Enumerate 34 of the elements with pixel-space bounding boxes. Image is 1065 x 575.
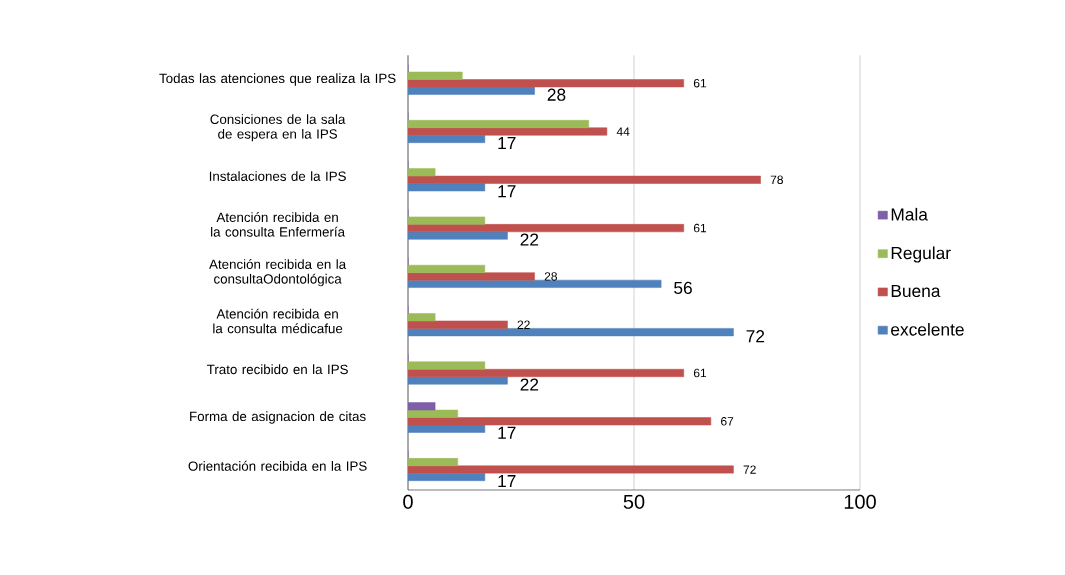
data-label: 22: [520, 233, 539, 246]
data-label: 44: [616, 127, 630, 136]
data-label: 61: [693, 223, 707, 233]
data-label: 28: [544, 272, 557, 281]
legend-label: Buena: [891, 284, 941, 298]
y-tick-label: Atención recibida en la consulta médicafue: [213, 308, 343, 334]
data-label: 17: [498, 426, 516, 439]
data-label: 67: [721, 417, 734, 426]
y-tick-label: Atención recibida en la consultaOdontológica: [209, 259, 347, 287]
legend-label: excelente: [891, 322, 964, 336]
y-tick-label: Consiciones de la sala de espera en la IPS: [210, 114, 346, 142]
data-label: 22: [520, 378, 539, 391]
data-label: 17: [498, 475, 516, 487]
y-tick-label: Todas las atenciones que realiza la IPS: [159, 73, 396, 86]
x-tick-label: 50: [623, 494, 645, 509]
y-tick-label: Instalaciones de la IPS: [209, 171, 346, 181]
data-label: 17: [498, 185, 516, 198]
data-label: 78: [770, 175, 783, 185]
legend-label: Regular: [891, 246, 951, 263]
x-tick-label: 0: [403, 494, 413, 509]
y-tick-label: Orientación recibida en la IPS: [188, 460, 367, 471]
y-tick-label: Trato recibido en la IPS: [207, 364, 348, 375]
legend-label: Mala: [891, 207, 928, 221]
data-label: 72: [743, 465, 756, 474]
data-label: 22: [517, 320, 530, 329]
data-label: 61: [693, 368, 707, 378]
data-label: 28: [547, 88, 566, 101]
x-tick-label: 100: [844, 494, 876, 509]
y-tick-label: Atención recibida en la consulta Enfermería: [211, 212, 346, 237]
data-label: 56: [674, 281, 692, 294]
data-label: 17: [498, 137, 516, 149]
data-label: 72: [746, 330, 765, 343]
y-tick-label: Forma de asignacion de citas: [190, 411, 366, 424]
data-label: 61: [693, 78, 707, 88]
